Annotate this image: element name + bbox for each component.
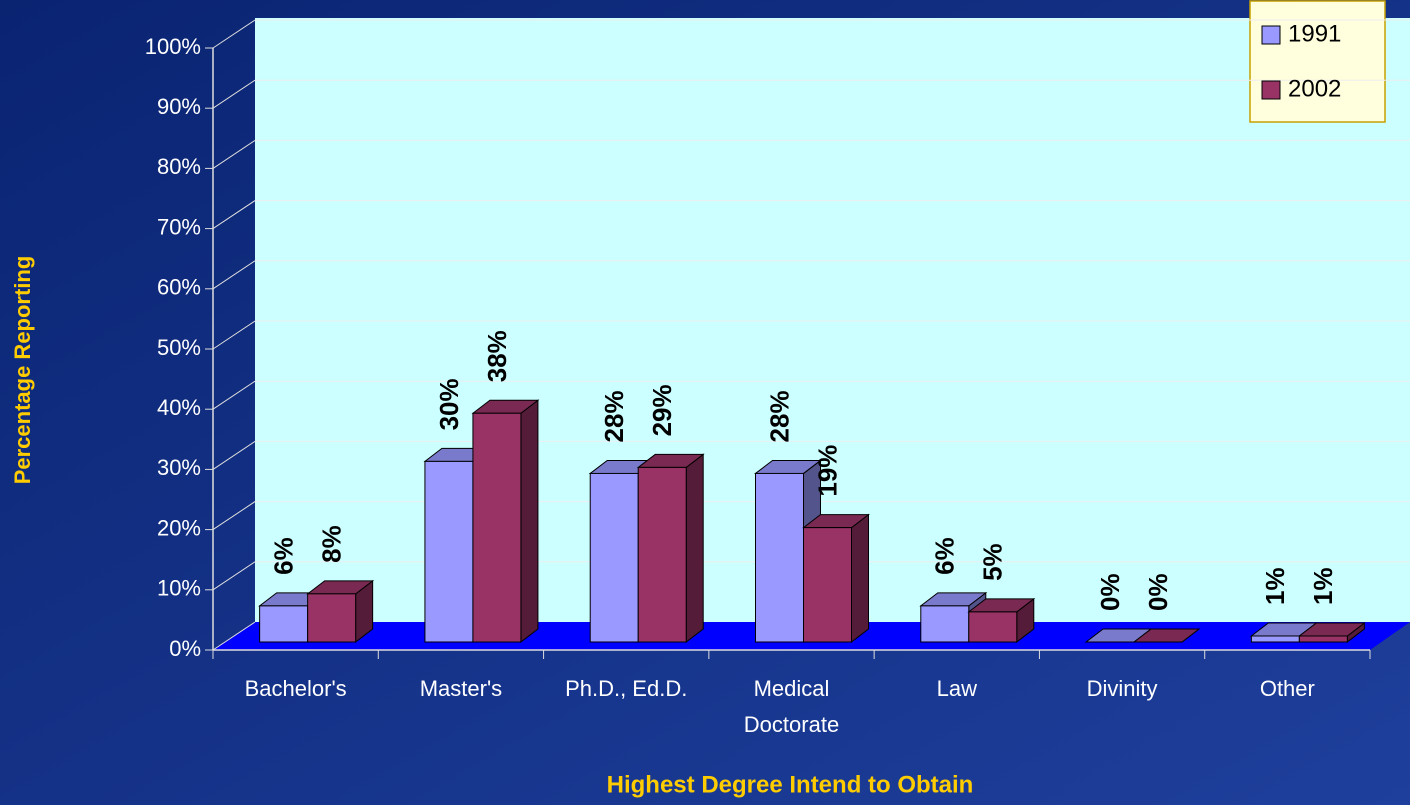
value-label: 1% xyxy=(1260,567,1290,605)
bar xyxy=(424,460,474,643)
bar xyxy=(803,527,852,643)
value-label: 0% xyxy=(1095,573,1125,611)
value-label: 29% xyxy=(647,384,677,436)
value-label: 28% xyxy=(599,390,629,442)
x-axis-title: Highest Degree Intend to Obtain xyxy=(607,771,974,798)
legend-swatch xyxy=(1261,25,1281,45)
value-label: 19% xyxy=(812,445,842,497)
y-axis-title: Percentage Reporting xyxy=(10,256,35,485)
y-tick-label: 50% xyxy=(157,335,201,360)
grid-line xyxy=(212,260,256,290)
y-tick-label: 0% xyxy=(169,636,201,661)
bar xyxy=(968,611,1018,643)
x-tick-label: Medical Doctorate xyxy=(744,676,839,737)
bar xyxy=(755,472,804,643)
value-label: 8% xyxy=(317,525,347,563)
grid-line xyxy=(212,561,256,591)
grid-line xyxy=(212,79,256,109)
value-label: 5% xyxy=(978,543,1008,581)
bar xyxy=(259,605,309,643)
x-tick-label: Law xyxy=(937,676,977,701)
y-tick-label: 90% xyxy=(157,94,201,119)
bar-side xyxy=(851,513,869,644)
value-label: 1% xyxy=(1308,567,1338,605)
legend-label: 1991 xyxy=(1288,20,1341,47)
grid-line xyxy=(212,501,256,531)
grid-line xyxy=(212,380,256,410)
grid-line xyxy=(212,200,256,230)
y-tick-label: 20% xyxy=(157,515,201,540)
value-label: 30% xyxy=(434,378,464,430)
x-tick-label: Bachelor's xyxy=(245,676,347,701)
y-tick-label: 70% xyxy=(157,214,201,239)
bar xyxy=(589,472,639,643)
back-wall xyxy=(255,18,1410,622)
value-label: 6% xyxy=(269,537,299,575)
y-tick-label: 10% xyxy=(157,576,201,601)
bar-side xyxy=(685,453,704,644)
y-tick-label: 80% xyxy=(157,154,201,179)
bar-top xyxy=(1132,628,1201,643)
bar-side xyxy=(520,399,539,644)
x-tick-label: Ph.D., Ed.D. xyxy=(565,676,687,701)
bar xyxy=(472,412,522,643)
y-tick-label: 30% xyxy=(157,455,201,480)
bar xyxy=(1250,635,1300,643)
grid-line xyxy=(212,440,256,470)
value-label: 38% xyxy=(482,330,512,382)
grid-line xyxy=(212,139,256,169)
y-tick-label: 40% xyxy=(157,395,201,420)
value-label: 6% xyxy=(930,537,960,575)
y-tick-label: 60% xyxy=(157,275,201,300)
value-label: 28% xyxy=(764,390,794,442)
grid-line xyxy=(212,621,256,651)
grid-line xyxy=(212,320,256,350)
legend-swatch xyxy=(1261,80,1281,100)
value-label: 0% xyxy=(1143,573,1173,611)
legend-label: 2002 xyxy=(1288,75,1341,102)
bar xyxy=(920,605,970,643)
bar xyxy=(1298,635,1348,643)
bar xyxy=(637,466,687,643)
x-tick-label: Master's xyxy=(420,676,502,701)
x-tick-label: Divinity xyxy=(1087,676,1158,701)
x-tick-label: Other xyxy=(1260,676,1315,701)
y-tick-label: 100% xyxy=(145,34,201,59)
grid-line xyxy=(212,19,256,49)
legend xyxy=(1249,0,1386,123)
bar xyxy=(307,593,357,643)
